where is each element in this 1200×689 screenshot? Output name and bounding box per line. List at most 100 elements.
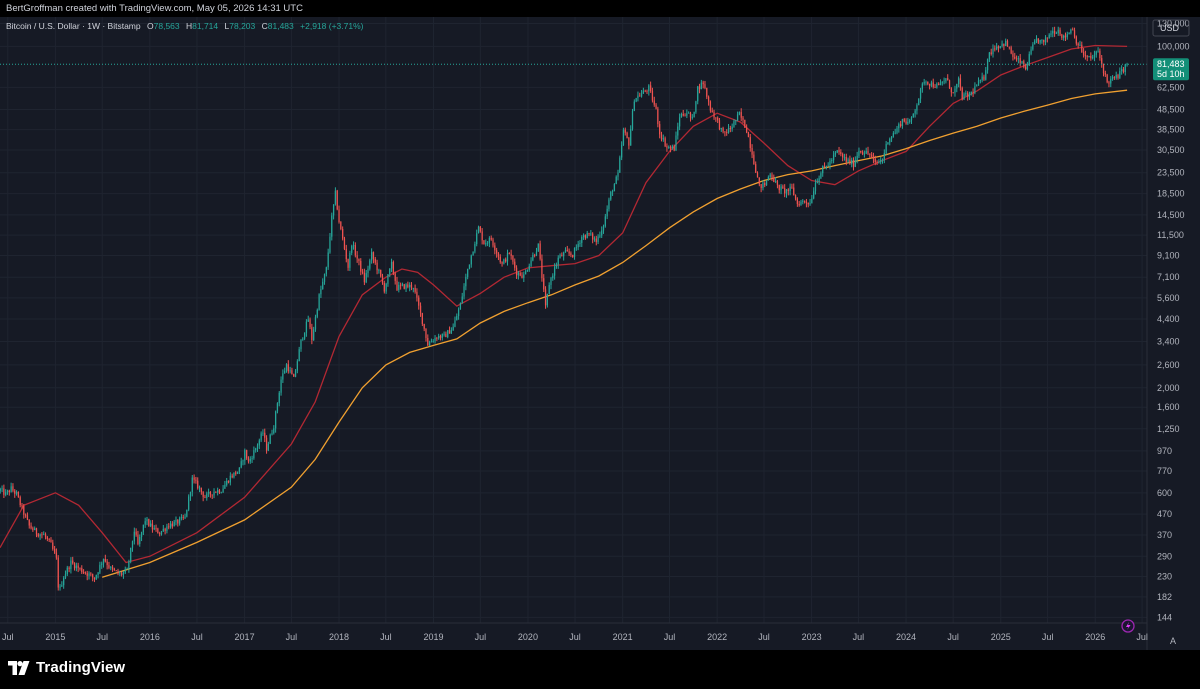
candle-body [678, 117, 681, 127]
symbol-title[interactable]: Bitcoin / U.S. Dollar · 1W · Bitstamp [6, 21, 141, 31]
candle-body [1081, 44, 1083, 53]
candle-body [776, 181, 779, 185]
candle-body [168, 526, 170, 528]
time-axis[interactable] [0, 623, 1147, 650]
candle [829, 158, 831, 170]
currency-button[interactable]: USD [1152, 19, 1190, 37]
candle [467, 268, 469, 280]
currency-label[interactable]: USD [1160, 23, 1180, 33]
candle [771, 172, 773, 181]
candle [394, 271, 396, 285]
candle-body [943, 81, 945, 83]
candle [919, 87, 922, 104]
candle-body [769, 174, 771, 177]
price-tick-label: 62,500 [1157, 82, 1185, 92]
candle-body [910, 117, 913, 121]
candle-body [438, 335, 440, 339]
candle [557, 255, 559, 269]
candle [963, 92, 965, 101]
candle-body [544, 289, 547, 306]
candle-body [914, 110, 916, 114]
candle [235, 470, 237, 476]
candle [97, 571, 99, 579]
candle [746, 124, 748, 134]
candle-body [332, 204, 335, 216]
candle-body [872, 156, 875, 159]
candle-body [981, 76, 983, 81]
candle-body [570, 253, 572, 255]
candle-body [680, 114, 683, 118]
candle [43, 531, 45, 536]
candle [800, 199, 802, 206]
candle-body [412, 287, 414, 289]
candle-body [713, 112, 715, 118]
candle [651, 87, 654, 103]
candle-body [485, 243, 487, 245]
lightning-icon[interactable] [1121, 619, 1135, 633]
candle-body [452, 326, 454, 331]
candle-body [724, 131, 726, 133]
candle-body [619, 157, 621, 173]
price-tick-label: 600 [1157, 488, 1172, 498]
candle [224, 480, 226, 489]
candle [486, 241, 489, 247]
candle [807, 202, 809, 208]
price-axis[interactable] [1147, 17, 1200, 650]
candle [267, 441, 270, 452]
candle-body [166, 526, 168, 531]
candle [923, 78, 925, 86]
candle [412, 287, 414, 293]
candle [195, 476, 197, 484]
candle-body [23, 505, 25, 515]
candle-body [948, 80, 951, 89]
candle [291, 367, 293, 375]
candle [472, 251, 474, 256]
candle-body [586, 232, 588, 239]
candle-body [267, 443, 270, 451]
candle [479, 225, 481, 233]
price-chart[interactable]: 130,000 100,000 62,500 48,500 38,500 30,500 23… [0, 17, 1200, 650]
candle [454, 316, 456, 328]
candle [1001, 40, 1003, 48]
candle [704, 80, 706, 90]
candle-body [264, 432, 266, 438]
candle-body [756, 172, 759, 178]
candle-body [983, 76, 985, 80]
candle [356, 251, 358, 263]
candle-body [360, 260, 362, 272]
candle-body [19, 497, 21, 506]
candle [599, 231, 601, 239]
candle-body [852, 160, 855, 167]
candle-body [762, 183, 764, 189]
candle [880, 157, 882, 165]
currency-button-border[interactable] [1152, 19, 1190, 37]
candle [668, 145, 670, 149]
candle-body [262, 432, 264, 434]
candle-body [465, 276, 467, 287]
tradingview-logo[interactable]: TradingView [8, 659, 125, 676]
candle [233, 472, 235, 479]
candle [553, 263, 556, 280]
candle-body [508, 253, 510, 254]
candle [436, 336, 438, 342]
candle [372, 251, 375, 264]
candle-body [481, 231, 483, 241]
chart-area[interactable]: 130,000 100,000 62,500 48,500 38,500 30,500 23… [0, 17, 1200, 650]
candle [1126, 62, 1128, 67]
candle-body [329, 236, 331, 253]
symbol-legend[interactable]: Bitcoin / U.S. Dollar · 1W · Bitstamp O7… [6, 21, 364, 31]
candle-body [398, 284, 400, 290]
candle-body [1032, 44, 1034, 50]
candle [376, 259, 378, 275]
candle-body [490, 237, 492, 240]
candle [820, 171, 822, 180]
candle-body [842, 154, 844, 158]
candle-body [832, 154, 835, 161]
candle-body [671, 146, 673, 148]
candle-body [24, 514, 27, 516]
candle [726, 129, 728, 136]
candle [892, 131, 895, 138]
auto-scale-button[interactable]: A [1170, 636, 1176, 646]
candle-body [637, 95, 639, 99]
candle [211, 494, 213, 500]
